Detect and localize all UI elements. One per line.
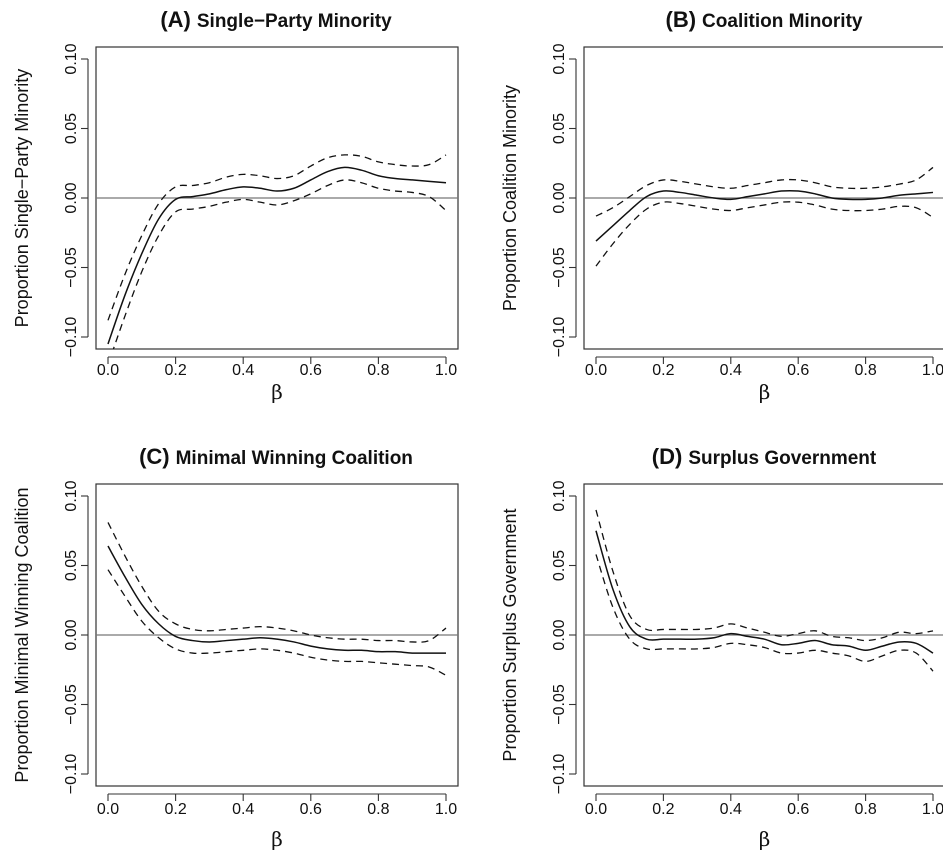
y-tick-label: 0.10 — [63, 480, 80, 511]
y-tick-label: 0.05 — [551, 550, 568, 581]
y-tick-label: −0.05 — [63, 247, 80, 288]
panel-b: (B) Coalition Minority 0.0 0.2 0.4 0.6 0.8 1.0 β… — [500, 7, 943, 404]
y-tick-label: −0.05 — [551, 247, 568, 288]
x-tick-label: 0.4 — [232, 362, 254, 379]
upper-bound-line — [107, 522, 447, 643]
y-tick-label: 0.00 — [63, 182, 80, 213]
lower-bound-line — [595, 201, 934, 267]
x-tick-label: 0.6 — [787, 801, 809, 818]
upper-bound-line — [595, 166, 934, 217]
x-tick-label: 0.2 — [164, 801, 186, 818]
y-tick-label: −0.10 — [63, 754, 80, 795]
y-tick-label: 0.10 — [63, 43, 80, 74]
y-tick-label: 0.00 — [63, 619, 80, 650]
y-tick-label: −0.05 — [551, 684, 568, 725]
x-tick-label: 1.0 — [922, 362, 943, 379]
panel-title-text: Minimal Winning Coalition — [176, 448, 413, 469]
y-tick-label: 0.05 — [63, 113, 80, 144]
panel-a: (A) Single−Party Minority 0.0 0.2 0.4 0.6 0.8 1… — [12, 7, 459, 404]
x-axis-label: β — [271, 827, 283, 851]
y-tick-label: −0.10 — [551, 754, 568, 795]
x-tick-label: 0.8 — [367, 362, 389, 379]
panel-letter: (B) — [666, 7, 697, 32]
panel-letter: (D) — [652, 444, 683, 469]
panel-title-text: Surplus Government — [688, 448, 877, 469]
x-tick-label: 1.0 — [435, 362, 457, 379]
x-tick-label: 1.0 — [922, 801, 943, 818]
x-tick-label: 0.0 — [585, 362, 607, 379]
y-tick-label: 0.05 — [63, 550, 80, 581]
y-axis-label: Proportion Coalition Minority — [500, 85, 520, 311]
panel-title-text: Coalition Minority — [702, 11, 863, 32]
panel-letter: (A) — [160, 7, 191, 32]
x-tick-label: 0.6 — [300, 362, 322, 379]
x-axis-label: β — [759, 827, 771, 851]
x-axis-label: β — [759, 380, 771, 404]
x-tick-label: 0.0 — [97, 362, 119, 379]
panel-title-text: Single−Party Minority — [197, 11, 392, 32]
x-tick-label: 0.6 — [300, 801, 322, 818]
x-tick-label: 0.8 — [367, 801, 389, 818]
y-axis-label: Proportion Minimal Winning Coalition — [12, 487, 32, 782]
x-tick-label: 0.0 — [585, 801, 607, 818]
estimate-line — [595, 189, 934, 242]
y-tick-label: −0.10 — [63, 317, 80, 358]
estimate-line — [107, 545, 446, 654]
x-tick-label: 0.6 — [787, 362, 809, 379]
x-tick-label: 0.4 — [720, 801, 742, 818]
y-tick-label: 0.10 — [551, 480, 568, 511]
y-tick-label: −0.10 — [551, 317, 568, 358]
y-axis-label: Proportion Single−Party Minority — [12, 69, 32, 328]
y-tick-label: −0.05 — [63, 684, 80, 725]
panel-d: (D) Surplus Government 0.0 0.2 0.4 0.6 0.8 1.0 β… — [500, 444, 943, 851]
estimate-line — [595, 530, 934, 654]
estimate-line — [107, 166, 447, 345]
x-axis-label: β — [271, 380, 283, 404]
lower-bound-line — [595, 554, 934, 672]
panel-title: (C) Minimal Winning Coalition — [139, 444, 413, 469]
x-tick-label: 0.8 — [854, 801, 876, 818]
x-tick-label: 0.2 — [164, 362, 186, 379]
x-tick-label: 0.8 — [854, 362, 876, 379]
x-tick-label: 0.4 — [720, 362, 742, 379]
x-tick-label: 0.2 — [652, 801, 674, 818]
y-tick-label: 0.00 — [551, 619, 568, 650]
panel-title: (D) Surplus Government — [652, 444, 877, 469]
upper-bound-line — [107, 154, 447, 321]
x-tick-label: 1.0 — [435, 801, 457, 818]
upper-bound-line — [595, 509, 934, 642]
x-tick-label: 0.0 — [97, 801, 119, 818]
lower-bound-line — [112, 179, 447, 349]
panel-c: (C) Minimal Winning Coalition 0.0 0.2 0.4 0.6… — [12, 444, 459, 851]
x-tick-label: 0.2 — [652, 362, 674, 379]
panel-title: (A) Single−Party Minority — [160, 7, 392, 32]
x-tick-label: 0.4 — [232, 801, 254, 818]
y-tick-label: 0.00 — [551, 182, 568, 213]
y-axis-label: Proportion Surplus Government — [500, 508, 520, 761]
lower-bound-line — [107, 569, 447, 676]
panel-letter: (C) — [139, 444, 170, 469]
y-tick-label: 0.10 — [551, 43, 568, 74]
y-tick-label: 0.05 — [551, 113, 568, 144]
panel-title: (B) Coalition Minority — [666, 7, 863, 32]
